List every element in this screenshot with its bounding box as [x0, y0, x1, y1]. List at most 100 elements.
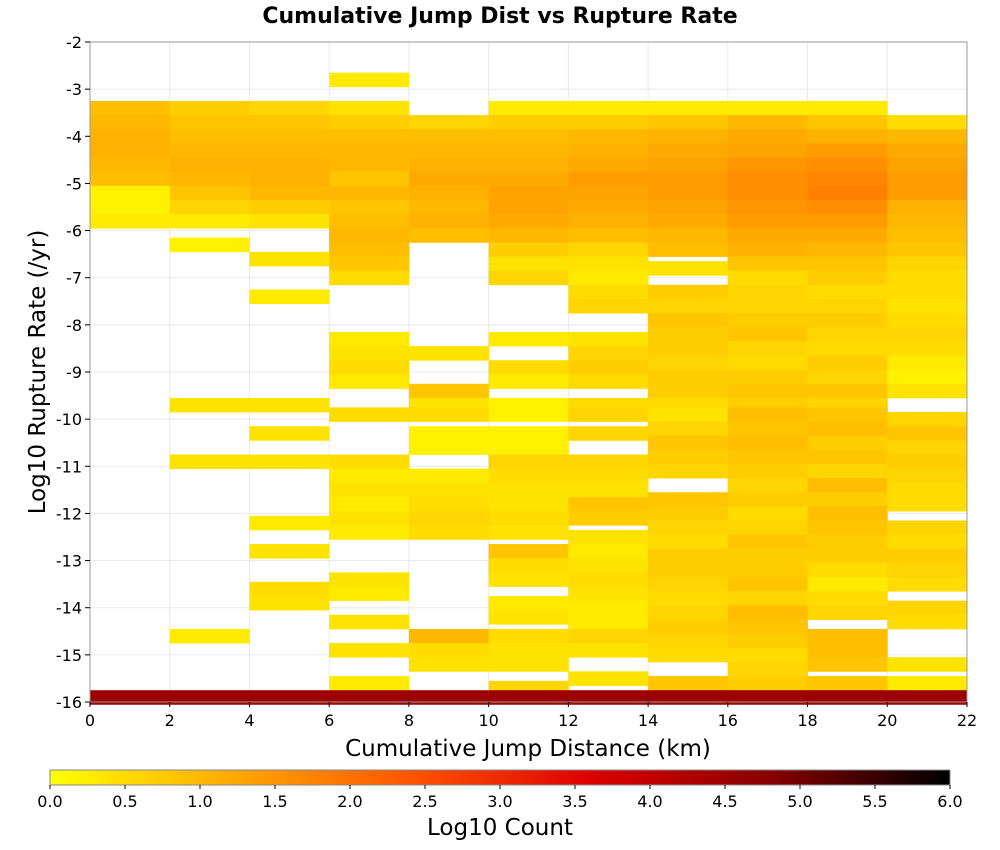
- x-tick-label: 6: [324, 711, 334, 730]
- colorbar-tick-label: 0.0: [37, 792, 62, 811]
- heatmap-cell: [488, 440, 569, 455]
- heatmap-cell: [887, 313, 968, 328]
- heatmap-cell: [727, 506, 808, 521]
- heatmap-cell: [249, 397, 330, 413]
- x-tick-label: 22: [957, 711, 977, 730]
- heatmap-cell: [807, 478, 888, 493]
- heatmap-cell: [887, 256, 968, 272]
- heatmap-cell: [488, 199, 569, 215]
- heatmap-cell: [887, 129, 968, 144]
- heatmap-cell: [887, 454, 968, 470]
- heatmap-cell: [408, 525, 490, 540]
- heatmap-cell: [807, 284, 888, 300]
- heatmap-cell: [488, 595, 569, 611]
- heatmap-cell: [648, 605, 729, 620]
- heatmap-cell: [807, 407, 888, 422]
- heatmap-cell: [727, 199, 808, 215]
- y-tick-label: -4: [66, 127, 82, 146]
- heatmap-cell: [329, 468, 410, 484]
- heatmap-cell: [887, 341, 968, 356]
- heatmap-cell: [807, 242, 888, 257]
- heatmap-cell: [887, 676, 968, 691]
- heatmap-cell: [887, 228, 968, 243]
- heatmap-cell: [488, 628, 569, 644]
- colorbar-tick-label: 1.0: [187, 792, 212, 811]
- x-axis-label: Cumulative Jump Distance (km): [345, 736, 711, 762]
- heatmap-cell: [488, 544, 569, 559]
- colorbar-label: Log10 Count: [427, 815, 573, 841]
- heatmap-cell: [807, 171, 888, 187]
- heatmap-cell: [169, 628, 250, 644]
- heatmap-cell: [648, 199, 729, 215]
- heatmap-cell: [488, 331, 569, 347]
- heatmap-cell: [568, 496, 649, 512]
- heatmap-cell: [408, 468, 490, 484]
- heatmap-cell: [568, 426, 649, 441]
- y-tick-label: -8: [66, 316, 82, 335]
- heatmap-cell: [249, 581, 330, 597]
- heatmap-cell: [727, 115, 808, 130]
- x-tick-label: 14: [638, 711, 658, 730]
- heatmap-cell: [807, 628, 888, 644]
- heatmap-cell: [887, 298, 968, 314]
- heatmap-cell: [568, 572, 649, 587]
- heatmap-cell: [727, 676, 808, 691]
- y-axis-label: Log10 Rupture Rate (/yr): [25, 230, 51, 515]
- heatmap-cell: [568, 171, 649, 187]
- heatmap-cell: [568, 228, 649, 243]
- heatmap-cell: [648, 421, 729, 437]
- heatmap-cell: [727, 171, 808, 187]
- heatmap-cell: [648, 228, 729, 243]
- heatmap-cell: [568, 671, 649, 686]
- heatmap-cell: [807, 143, 888, 158]
- heatmap-cell: [568, 600, 649, 616]
- heatmap-cell: [887, 440, 968, 455]
- heatmap-cell: [488, 228, 569, 243]
- y-tick-label: -5: [66, 174, 82, 193]
- heatmap-cell: [488, 511, 569, 526]
- heatmap-cell: [727, 407, 808, 422]
- heatmap-cell: [568, 643, 649, 658]
- heatmap-cell: [568, 468, 649, 484]
- heatmap-cell: [488, 374, 569, 389]
- heatmap-cell: [408, 143, 490, 158]
- y-tick-label: -2: [66, 33, 82, 52]
- heatmap-cell: [648, 506, 729, 521]
- heatmap-cell: [329, 676, 410, 691]
- heatmap-cell: [727, 157, 808, 173]
- heatmap-cell: [329, 228, 410, 243]
- heatmap-cell: [648, 171, 729, 187]
- heatmap-cell: [408, 157, 490, 173]
- heatmap-cell: [169, 214, 250, 229]
- heatmap-cell: [568, 407, 649, 422]
- heatmap-cell: [648, 298, 729, 314]
- heatmap-cell: [408, 657, 490, 672]
- heatmap-cell: [249, 690, 330, 705]
- heatmap-cell: [488, 690, 569, 705]
- heatmap-cell: [648, 313, 729, 328]
- heatmap-cell: [90, 214, 171, 229]
- colorbar-tick-label: 2.5: [412, 792, 437, 811]
- heatmap-cell: [568, 482, 649, 498]
- heatmap-cell: [488, 242, 569, 257]
- heatmap-cell: [329, 157, 410, 173]
- heatmap-cell: [727, 313, 808, 328]
- heatmap-cell: [648, 327, 729, 342]
- heatmap-cell: [727, 577, 808, 592]
- heatmap-cell: [568, 214, 649, 229]
- heatmap-cell: [807, 676, 888, 691]
- heatmap-cell: [727, 421, 808, 437]
- heatmap-cell: [887, 496, 968, 512]
- heatmap-cell: [329, 643, 410, 658]
- heatmap-cell: [727, 129, 808, 144]
- heatmap-cell: [249, 100, 330, 116]
- heatmap-cell: [648, 100, 729, 116]
- heatmap-cell: [169, 690, 250, 705]
- heatmap-cell: [408, 171, 490, 187]
- heatmap-cell: [807, 690, 888, 705]
- heatmap-cell: [887, 548, 968, 564]
- heatmap-cell: [488, 610, 569, 625]
- heatmap-cell: [568, 360, 649, 375]
- heatmap-cell: [488, 171, 569, 187]
- heatmap-cell: [488, 157, 569, 173]
